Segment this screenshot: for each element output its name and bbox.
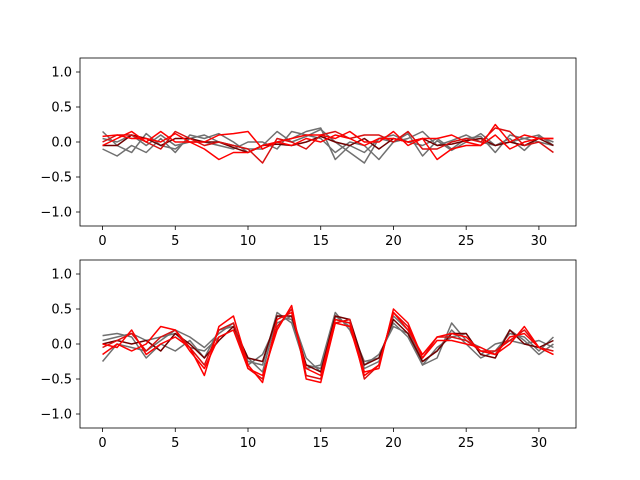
- x-tick-label: 10: [240, 234, 257, 249]
- y-tick-label: 0.5: [51, 303, 72, 318]
- x-tick-label: 5: [171, 234, 179, 249]
- x-tick-label: 25: [458, 436, 475, 451]
- y-tick-label: −0.5: [40, 171, 72, 186]
- x-tick-label: 25: [458, 234, 475, 249]
- series-line-3: [102, 315, 554, 373]
- y-tick-label: 1.0: [51, 66, 72, 81]
- series-line-6: [102, 304, 554, 384]
- x-tick-label: 10: [240, 436, 257, 451]
- y-tick-label: −1.0: [40, 206, 72, 221]
- series-line-5: [102, 308, 554, 384]
- x-tick-label: 15: [312, 436, 329, 451]
- series-line-6: [102, 130, 554, 150]
- y-tick-label: 0.0: [51, 338, 72, 353]
- y-tick-label: 0.0: [51, 136, 72, 151]
- y-tick-label: 0.5: [51, 101, 72, 116]
- series-line-1: [102, 128, 554, 164]
- subplot-bottom: 0 5 10 15 20 25 30 −1.0 −0.5 0.0 0.5 1.0: [40, 259, 577, 451]
- x-tick-label: 30: [531, 436, 548, 451]
- y-tick-label: −1.0: [40, 408, 72, 423]
- series-line-0: [102, 127, 554, 161]
- series-line-4: [102, 127, 554, 164]
- y-tick-label: −0.5: [40, 373, 72, 388]
- y-tick-label: 1.0: [51, 268, 72, 283]
- x-tick-label: 0: [98, 436, 106, 451]
- x-tick-label: 5: [171, 436, 179, 451]
- x-tick-label: 30: [531, 234, 548, 249]
- subplot-top: 0 5 10 15 20 25 30 −1.0 −0.5 0.0 0.5 1.0: [40, 57, 577, 249]
- x-tick-label: 20: [385, 436, 402, 451]
- x-tick-label: 20: [385, 234, 402, 249]
- x-tick-label: 15: [312, 234, 329, 249]
- x-tick-label: 0: [98, 234, 106, 249]
